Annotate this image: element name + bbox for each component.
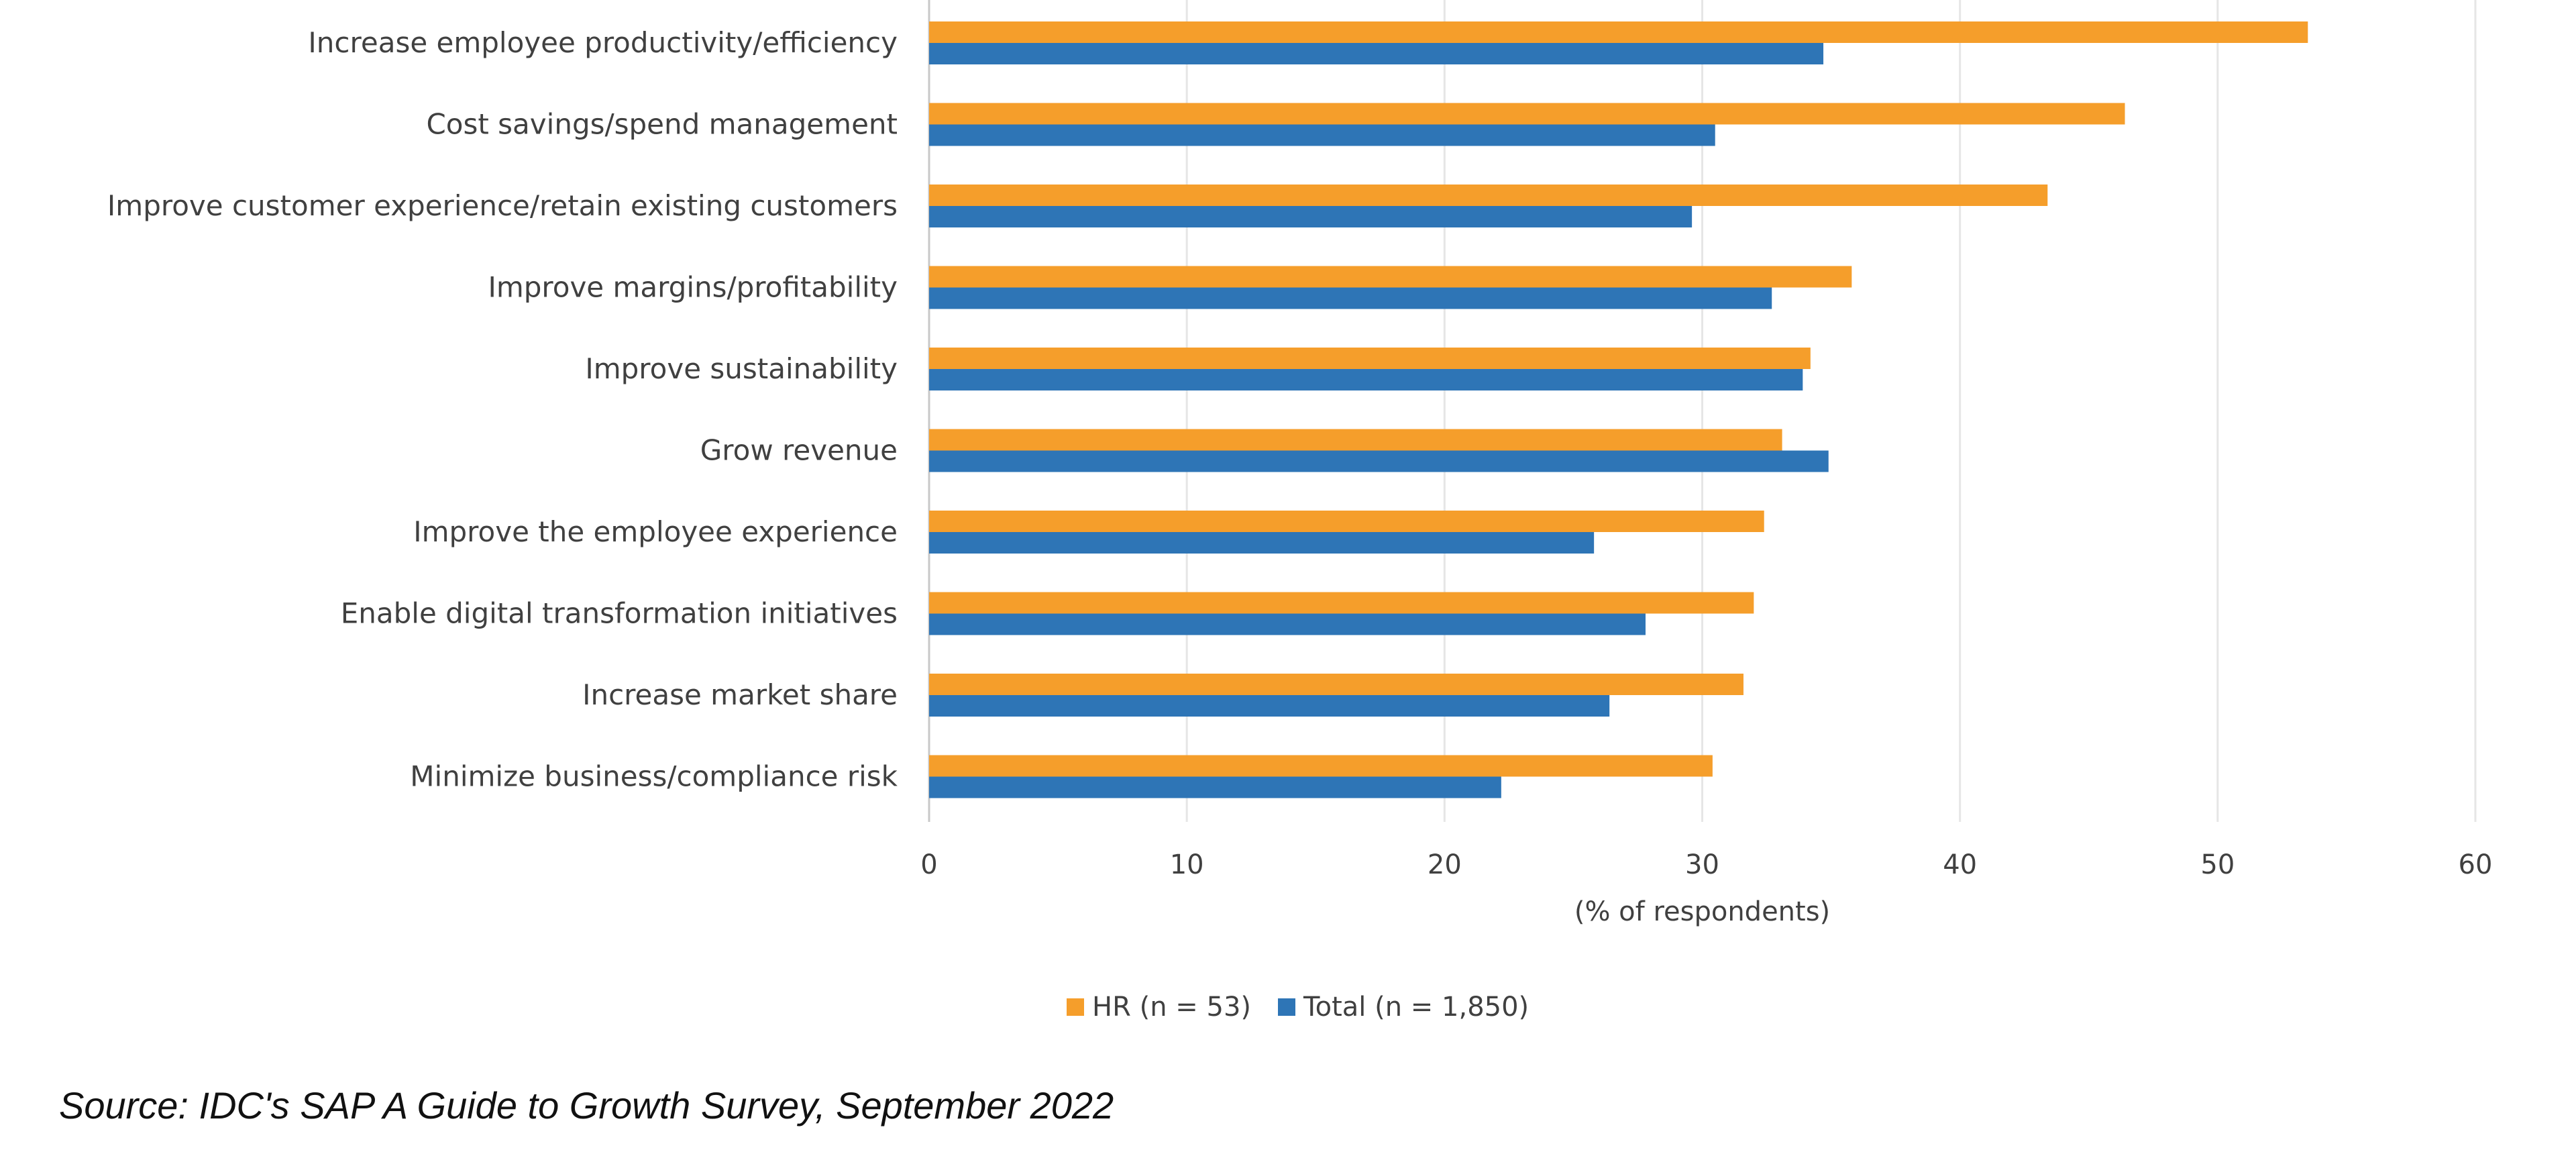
- category-label: Cost savings/spend management: [426, 108, 898, 141]
- bar-hr-1: [929, 103, 2125, 125]
- x-tick-label: 40: [1943, 849, 1977, 880]
- bar-hr-4: [929, 348, 1811, 369]
- legend-swatch-total: [1278, 998, 1295, 1016]
- category-label: Improve margins/profitability: [488, 271, 898, 304]
- bar-hr-3: [929, 266, 1852, 288]
- category-label: Improve customer experience/retain exist…: [107, 189, 898, 222]
- category-label: Enable digital transformation initiative…: [341, 597, 898, 630]
- bars: [929, 21, 2308, 798]
- x-axis-title: (% of respondents): [1574, 896, 1830, 927]
- bar-total-5: [929, 450, 1829, 472]
- category-label: Improve sustainability: [585, 352, 898, 385]
- category-label: Increase employee productivity/efficienc…: [308, 26, 898, 59]
- bar-total-9: [929, 776, 1501, 798]
- category-label: Grow revenue: [700, 434, 898, 467]
- x-tick-label: 10: [1170, 849, 1204, 880]
- x-tick-labels: 0 10 20 30 40 50 60: [920, 849, 2492, 880]
- source-note: Source: IDC's SAP A Guide to Growth Surv…: [59, 1084, 1114, 1127]
- x-tick-label: 30: [1685, 849, 1719, 880]
- bar-total-1: [929, 124, 1715, 146]
- bar-hr-9: [929, 755, 1713, 777]
- legend: HR (n = 53) Total (n = 1,850): [1067, 992, 1529, 1023]
- category-labels: Increase employee productivity/efficienc…: [107, 26, 898, 793]
- legend-item-total: Total (n = 1,850): [1278, 992, 1529, 1023]
- bar-hr-0: [929, 21, 2308, 43]
- bar-hr-5: [929, 429, 1782, 451]
- bar-hr-7: [929, 592, 1754, 614]
- bar-total-2: [929, 206, 1693, 227]
- category-label: Increase market share: [582, 678, 898, 711]
- x-tick-label: 0: [920, 849, 937, 880]
- bar-total-0: [929, 43, 1824, 64]
- category-label: Minimize business/compliance risk: [410, 760, 898, 793]
- bar-hr-6: [929, 511, 1764, 532]
- legend-label-total: Total (n = 1,850): [1303, 992, 1529, 1023]
- bar-total-8: [929, 695, 1610, 717]
- bar-hr-8: [929, 674, 1743, 695]
- bar-hr-2: [929, 185, 2048, 206]
- x-tick-label: 60: [2459, 849, 2493, 880]
- legend-swatch-hr: [1067, 998, 1084, 1016]
- bar-total-3: [929, 287, 1772, 309]
- legend-label-hr: HR (n = 53): [1092, 992, 1251, 1023]
- bar-total-7: [929, 613, 1646, 635]
- bar-total-4: [929, 369, 1803, 390]
- category-label: Improve the employee experience: [413, 515, 898, 548]
- x-tick-label: 50: [2200, 849, 2235, 880]
- bar-total-6: [929, 532, 1595, 554]
- x-tick-label: 20: [1428, 849, 1462, 880]
- legend-item-hr: HR (n = 53): [1067, 992, 1251, 1023]
